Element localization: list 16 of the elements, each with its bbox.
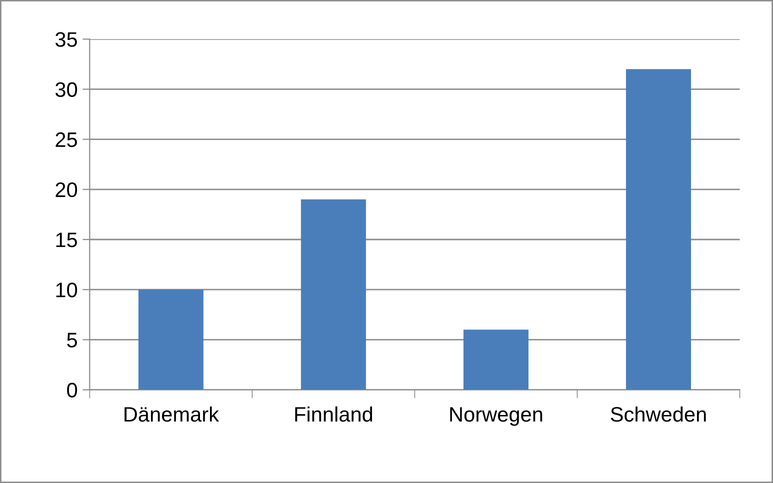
y-tick-label: 30 (55, 82, 78, 97)
y-tick-label: 25 (56, 132, 77, 148)
bar (626, 69, 692, 390)
bar (300, 199, 366, 390)
y-tick-label: 10 (56, 282, 78, 298)
x-tick-label: Schweden (610, 406, 706, 422)
y-tick-label: 15 (56, 232, 77, 248)
y-tick-label: 20 (56, 182, 78, 198)
y-tick-label: 5 (67, 332, 77, 348)
y-tick-label: 35 (55, 32, 77, 47)
bar (463, 330, 528, 390)
x-tick-label: Finnland (295, 406, 372, 422)
x-tick-label: Dänemark (124, 406, 220, 422)
x-tick-label: Norwegen (450, 407, 542, 426)
bar (138, 290, 204, 390)
y-tick-label: 0 (67, 382, 78, 398)
